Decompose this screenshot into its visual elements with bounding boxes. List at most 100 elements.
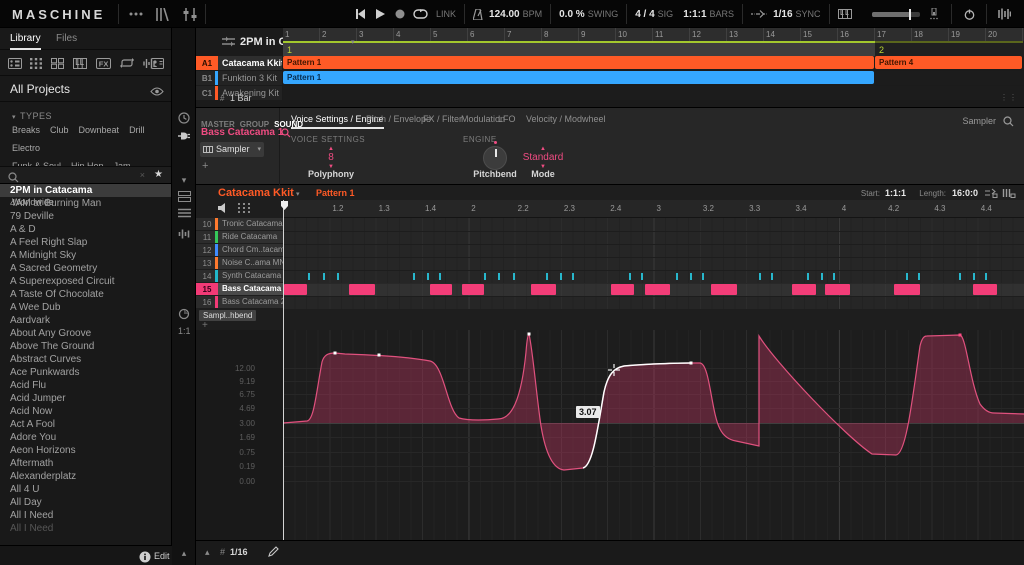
- bar-number[interactable]: 1: [283, 28, 320, 41]
- project-list-item[interactable]: A Sacred Geometry: [10, 263, 98, 274]
- bar-number[interactable]: 18: [912, 28, 949, 41]
- bar-number[interactable]: 10: [616, 28, 653, 41]
- footer-collapse-icon[interactable]: ▴: [205, 547, 210, 557]
- sound-name[interactable]: Noise C..ama MNRK: [218, 257, 283, 269]
- type-tag[interactable]: Breaks: [12, 125, 41, 135]
- bar-number[interactable]: 4: [394, 28, 431, 41]
- bar-number[interactable]: 19: [949, 28, 986, 41]
- grid-icon[interactable]: [48, 54, 66, 72]
- sound-row[interactable]: 16 Bass Catacama 2: [196, 296, 283, 309]
- record-icon[interactable]: [390, 5, 410, 23]
- pitchbend-knob[interactable]: [483, 146, 507, 170]
- mute-speaker-icon[interactable]: [218, 203, 229, 213]
- volume-slider[interactable]: [872, 8, 920, 20]
- group-caret-icon[interactable]: ▾: [296, 191, 300, 198]
- curve-handle[interactable]: [689, 361, 693, 365]
- bar-number[interactable]: 3: [357, 28, 394, 41]
- length-value[interactable]: 16:0:0: [951, 188, 978, 198]
- param-increment[interactable]: ▲: [540, 146, 546, 152]
- note-event[interactable]: [611, 284, 634, 295]
- sound-number[interactable]: 15: [196, 283, 218, 295]
- arrange-view-icon[interactable]: [222, 36, 235, 47]
- link-toggle[interactable]: LINK: [436, 9, 457, 19]
- project-list-item[interactable]: All 4 U: [10, 484, 40, 495]
- level-tab-sound[interactable]: SOUND: [274, 120, 304, 129]
- search-bar[interactable]: × ★: [0, 166, 171, 184]
- cycle-icon[interactable]: [174, 306, 194, 322]
- time-signature-value[interactable]: 4 / 4: [635, 8, 655, 20]
- type-tag[interactable]: Downbeat: [78, 125, 120, 135]
- project-list-item[interactable]: A Midnight Sky: [10, 250, 77, 261]
- sound-row[interactable]: 14 Synth Catacama 1: [196, 270, 283, 283]
- automation-parameter-chip[interactable]: Sampl..hbend: [199, 310, 257, 321]
- note-event[interactable]: [973, 284, 997, 295]
- group-badge[interactable]: A1: [196, 56, 218, 70]
- project-list-item[interactable]: All I Need: [10, 523, 54, 534]
- project-list-item[interactable]: Ace Punkwards: [10, 367, 80, 378]
- group-track[interactable]: Pattern 1: [283, 71, 1024, 85]
- curve-handle[interactable]: [377, 353, 381, 357]
- playhead[interactable]: [283, 200, 284, 540]
- project-list-item[interactable]: A Wee Dub: [10, 302, 61, 313]
- project-list-item[interactable]: Aeon Horizons: [10, 445, 76, 456]
- keyboard-icon[interactable]: [71, 54, 89, 72]
- sound-name[interactable]: Chord Cm..tacama 1: [218, 244, 283, 256]
- bar-number[interactable]: 5: [431, 28, 468, 41]
- tab-library[interactable]: Library: [10, 33, 41, 50]
- param-increment[interactable]: ▲: [328, 146, 334, 152]
- add-automation-button[interactable]: +: [202, 320, 208, 331]
- wave-icon[interactable]: [140, 54, 158, 72]
- bar-number[interactable]: 14: [764, 28, 801, 41]
- loop-icon[interactable]: [118, 54, 136, 72]
- automation-curve-selected[interactable]: [582, 362, 692, 469]
- curve-handle[interactable]: [333, 351, 337, 355]
- group-name[interactable]: Awakening Kit: [218, 86, 282, 100]
- play-icon[interactable]: [370, 5, 390, 23]
- scene-cell[interactable]: 1: [283, 41, 875, 56]
- note-event[interactable]: [531, 284, 556, 295]
- note-event[interactable]: [462, 284, 484, 295]
- note-event[interactable]: [284, 284, 307, 295]
- bar-number[interactable]: 13: [727, 28, 764, 41]
- swing-value[interactable]: 0.0 %: [559, 8, 585, 20]
- group-track[interactable]: [283, 86, 1024, 100]
- project-list-item[interactable]: A Feel Right Slap: [10, 237, 88, 248]
- mixer-view-icon[interactable]: [152, 5, 172, 23]
- edit-button[interactable]: Edit: [154, 551, 170, 561]
- plug-icon[interactable]: [174, 128, 194, 144]
- project-list-item[interactable]: Acid Jumper: [10, 393, 66, 404]
- project-list-item[interactable]: Alexanderplatz: [10, 471, 77, 482]
- arranger-timeline[interactable]: 1 2 3 4 5 6 7 8 9 10 11 12 13 14 15 16 17 18 19 20: [283, 28, 1024, 41]
- note-event[interactable]: [894, 284, 920, 295]
- sound-number[interactable]: 14: [196, 270, 218, 282]
- sound-row[interactable]: 15 Bass Catacama 1: [196, 283, 283, 296]
- param-value[interactable]: 8: [328, 152, 334, 163]
- pattern-dual-icon[interactable]: [984, 188, 998, 198]
- param-decrement[interactable]: ▼: [328, 164, 334, 170]
- project-list-item[interactable]: Acid Flu: [10, 380, 47, 391]
- pattern-name[interactable]: Pattern 1: [316, 188, 355, 198]
- note-event[interactable]: [349, 284, 375, 295]
- param-tab[interactable]: Voice Settings / Engine: [291, 114, 384, 129]
- bar-number[interactable]: 6: [468, 28, 505, 41]
- group-name[interactable]: Funktion 3 Kit: [218, 71, 282, 85]
- sound-name[interactable]: Tronic Catacama: [218, 218, 283, 230]
- bar-number[interactable]: 15: [801, 28, 838, 41]
- fx-icon[interactable]: FX: [94, 54, 112, 72]
- arranger-grid-value[interactable]: 1 Bar: [230, 93, 252, 103]
- skip-start-icon[interactable]: [350, 5, 370, 23]
- project-list-item[interactable]: Adore You: [10, 432, 57, 443]
- sound-number[interactable]: 16: [196, 296, 218, 308]
- group-track[interactable]: Pattern 1 Pattern 4: [283, 56, 1024, 70]
- ideas-view-icon[interactable]: [180, 5, 200, 23]
- bar-number[interactable]: 7: [505, 28, 542, 41]
- bar-number[interactable]: 11: [653, 28, 690, 41]
- sync-value[interactable]: 1/16: [773, 8, 793, 20]
- sound-number[interactable]: 13: [196, 257, 218, 269]
- split-view-icon[interactable]: [174, 188, 194, 204]
- bar-number[interactable]: 20: [986, 28, 1023, 41]
- clock-icon[interactable]: [174, 110, 194, 126]
- project-list-item[interactable]: About Any Groove: [10, 328, 92, 339]
- param-value[interactable]: Standard: [522, 152, 564, 163]
